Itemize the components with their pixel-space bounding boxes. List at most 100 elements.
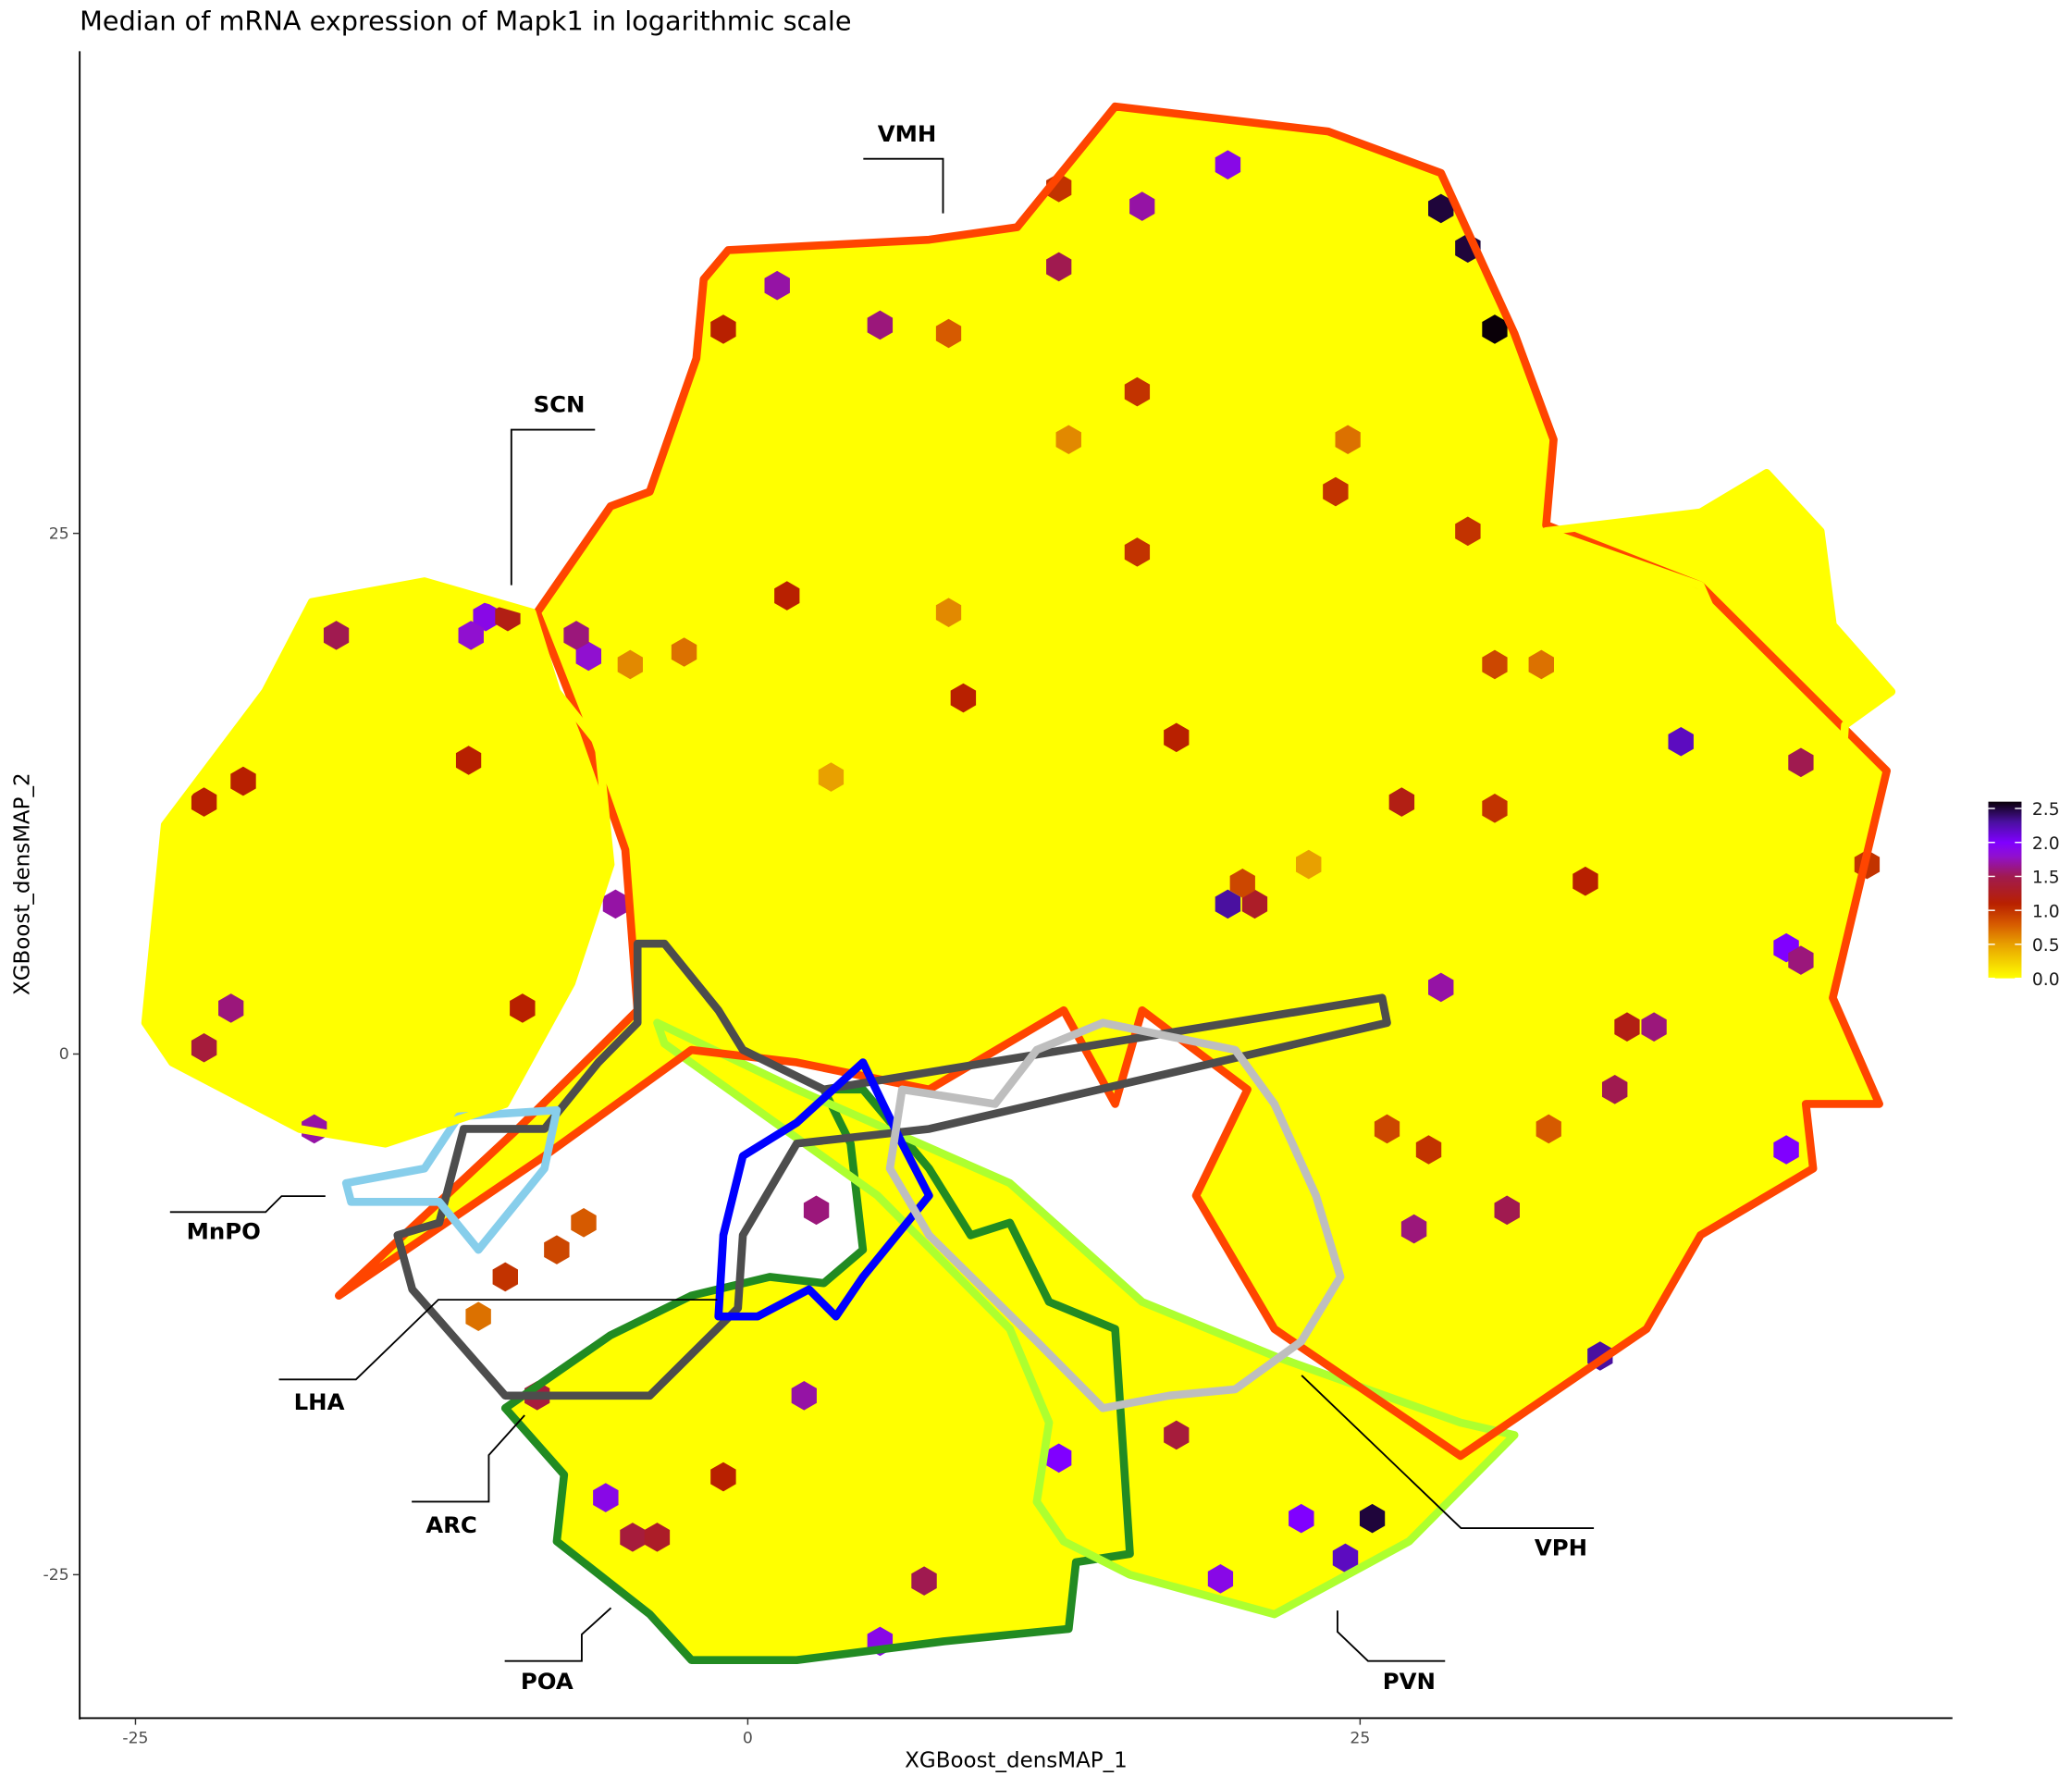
y-tick-label: -25 — [43, 1566, 69, 1585]
hex-cell — [1335, 425, 1361, 455]
region-outline — [141, 577, 615, 1148]
leader-arc — [412, 1414, 525, 1503]
hex-cell — [1641, 1012, 1667, 1042]
hex-cell — [1788, 945, 1814, 975]
region-label: ARC — [426, 1511, 477, 1538]
hex-cell — [1428, 972, 1454, 1003]
hex-cell — [791, 1381, 817, 1411]
region-outline — [393, 939, 1391, 1400]
hex-cell — [563, 621, 589, 650]
hex-cell — [1455, 516, 1481, 547]
hex-cell — [1046, 252, 1072, 282]
hex-cell — [1289, 1503, 1314, 1534]
leader-lha — [278, 1299, 718, 1381]
leader-vph — [1301, 1375, 1595, 1530]
hex-cell — [492, 1262, 518, 1292]
colorbar-label: 2.0 — [2032, 834, 2060, 854]
hex-cell — [1215, 150, 1241, 179]
hex-cell — [510, 993, 536, 1023]
colorbar-label: 0.5 — [2032, 936, 2060, 956]
hex-cell — [602, 889, 629, 919]
hex-cell — [544, 1235, 570, 1264]
hex-cell — [191, 787, 217, 817]
hex-cell — [571, 1208, 597, 1238]
hex-cell — [1494, 1195, 1520, 1226]
x-tick-label: 0 — [743, 1730, 753, 1748]
hex-cell — [1055, 425, 1081, 455]
hex-cell — [593, 1483, 619, 1512]
colorbar — [1988, 801, 2022, 979]
hex-cell — [1415, 1135, 1442, 1165]
hex-cell — [575, 641, 602, 672]
region-fill — [145, 581, 611, 1144]
colorbar-label: 1.5 — [2032, 869, 2060, 888]
hex-cell — [465, 1301, 491, 1332]
hex-cell — [644, 1523, 671, 1552]
hex-cell — [191, 1032, 217, 1063]
region-label: VPH — [1535, 1535, 1587, 1561]
hex-cell — [1374, 1114, 1400, 1144]
hex-cells — [191, 150, 1881, 1657]
hex-cell — [455, 746, 482, 775]
leader-scn — [510, 428, 596, 586]
hex-cell — [710, 1462, 736, 1492]
y-axis-title: XGBoost_densMAP_2 — [11, 772, 35, 995]
hex-cell — [867, 310, 894, 340]
hex-cell — [1773, 1135, 1799, 1165]
x-tick-label: -25 — [122, 1730, 148, 1748]
region-label: POA — [521, 1668, 574, 1695]
region-label: PVN — [1383, 1668, 1436, 1695]
colorbar-legend: 2.5 2.0 1.5 1.0 0.5 0.0 — [1988, 800, 2060, 990]
region-labels: VMH SCN MnPO LHA ARC POA PVN VPH — [187, 120, 1587, 1695]
leader-poa — [504, 1607, 612, 1662]
hex-cell — [1601, 1075, 1628, 1104]
label-leader-lines — [169, 157, 1595, 1662]
hex-cell — [1124, 376, 1151, 407]
hex-cell — [458, 621, 484, 650]
hex-cell — [671, 637, 697, 667]
hex-cell — [473, 601, 499, 632]
hex-cell — [935, 318, 962, 349]
hex-cell — [218, 993, 244, 1023]
hex-cell — [1046, 1443, 1072, 1474]
leader-mnpo — [169, 1195, 326, 1214]
hex-cell — [1536, 1114, 1561, 1144]
hex-cell — [1296, 849, 1322, 880]
leader-pvn — [1337, 1610, 1446, 1662]
region-label: VMH — [878, 120, 937, 147]
colorbar-label: 2.5 — [2032, 800, 2060, 820]
hex-cell — [774, 581, 800, 610]
region-outline — [1542, 468, 1896, 830]
hex-cell — [1388, 787, 1415, 817]
region-label: MnPO — [187, 1217, 261, 1244]
hex-cell — [803, 1195, 830, 1226]
hex-cell — [1359, 1503, 1386, 1534]
hex-cell — [1614, 1012, 1640, 1042]
hex-cell — [1207, 1564, 1234, 1594]
region-fill — [505, 1089, 1130, 1660]
hex-cell — [1482, 794, 1508, 823]
hex-cell — [1332, 1543, 1359, 1573]
hex-cell — [1428, 193, 1454, 224]
hex-cell — [323, 621, 350, 650]
hex-cell — [1129, 191, 1155, 221]
hex-cell — [1482, 314, 1508, 344]
x-tick-label: 25 — [1350, 1730, 1370, 1748]
y-tick-label: 25 — [49, 524, 69, 543]
region-outlines — [141, 102, 1896, 1664]
region-outline — [714, 1058, 933, 1321]
hex-cell — [617, 649, 643, 680]
colorbar-label: 0.0 — [2032, 970, 2060, 990]
region-outline — [500, 1085, 1134, 1664]
axis-ticks — [72, 532, 1362, 1725]
hex-cell — [818, 762, 845, 792]
region-outline — [653, 1018, 1519, 1619]
region-outline — [885, 1018, 1345, 1412]
hex-cell — [710, 314, 736, 344]
hex-cell — [620, 1523, 646, 1552]
colorbar-label: 1.0 — [2032, 902, 2060, 921]
hex-cell — [1229, 869, 1255, 898]
hex-cell — [935, 598, 962, 627]
hex-cell — [230, 766, 256, 796]
